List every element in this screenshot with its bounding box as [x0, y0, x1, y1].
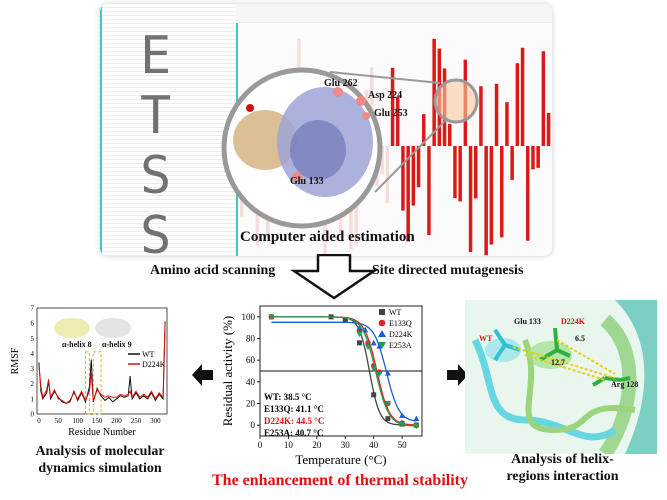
glu133-label: Glu 133: [514, 317, 541, 326]
helix9-label: α-helix 9: [102, 340, 132, 349]
data-point: [385, 416, 390, 421]
legend-label: WT: [389, 308, 402, 317]
down-arrow-icon: [290, 254, 380, 300]
x-tick-label: 0: [37, 417, 41, 425]
y-axis-label: Residual activity (%): [220, 316, 235, 426]
helix9-structure-icon: [95, 318, 131, 338]
x-tick-label: 150: [92, 417, 103, 425]
y-tick-label: 60: [246, 355, 256, 365]
y-tick-label: 0: [251, 420, 256, 430]
y-tick-label: 2: [31, 380, 35, 388]
x-axis-label: Residue Number: [68, 427, 136, 438]
helix8-structure-icon: [54, 318, 90, 338]
legend-label: WT: [142, 350, 155, 359]
site-directed-mutagenesis-label: Site directed mutagenesis: [372, 263, 523, 279]
x-tick-label: 10: [284, 440, 294, 450]
y-tick-label: 5: [31, 335, 35, 343]
legend-marker: [379, 309, 385, 315]
x-tick-label: 50: [398, 440, 408, 450]
data-point: [399, 412, 405, 418]
y-tick-label: 3: [31, 365, 35, 373]
amino-acid-scanning-label: Amino acid scanning: [150, 263, 275, 279]
x-tick-label: 250: [131, 417, 142, 425]
legend-marker: [378, 330, 386, 337]
y-tick-label: 20: [246, 399, 256, 409]
legend-marker: [379, 320, 386, 327]
helix-highlight-box: [86, 352, 90, 414]
highlight-circle: [435, 80, 477, 122]
x-tick-label: 30: [341, 440, 351, 450]
legend-label: D224K: [389, 330, 413, 339]
x-tick-label: 100: [72, 417, 83, 425]
y-tick-label: 4: [31, 350, 35, 358]
residue-label-glu253: Glu 253: [374, 108, 408, 119]
residue-label-glu262: Glu 262: [324, 78, 358, 89]
helix-highlight-box: [93, 352, 101, 414]
y-tick-label: 0: [31, 411, 35, 419]
graphical-abstract: E T S S Glu 262 Asp 224 Glu 253 Glu 133 …: [0, 0, 667, 500]
y-tick-label: 40: [246, 377, 256, 387]
x-tick-label: 200: [111, 417, 122, 425]
x-tick-label: 0: [258, 440, 263, 450]
y-tick-label: 1: [31, 395, 35, 403]
legend-label: E133Q: [389, 319, 412, 328]
legend-label: E253A: [389, 341, 412, 350]
thermal-stability-caption: The enhancement of thermal stability: [212, 472, 468, 490]
y-tick-label: 6: [31, 320, 35, 328]
computer-aided-caption: Computer aided estimation: [240, 229, 415, 246]
data-point: [371, 392, 376, 397]
legend-label: D224K: [142, 360, 166, 369]
residue-label-glu133: Glu 133: [290, 176, 324, 187]
md-simulation-caption: Analysis of molecular dynamics simulatio…: [30, 443, 170, 477]
x-tick-label: 50: [55, 417, 63, 425]
arg128-label: Arg 128: [611, 380, 638, 389]
protein-magnifier: [0, 0, 667, 260]
data-point: [371, 340, 377, 346]
x-tick-label: 300: [150, 417, 161, 425]
wt-label: WT: [479, 334, 492, 343]
thermal-stability-chart: 0 10 20 30 40 50 0 20 40 60 80 100 Temperature (°C) R…: [218, 298, 448, 473]
magnifier-line: [375, 118, 448, 192]
residue-label-asp224: Asp 224: [368, 90, 402, 101]
tm-e133q: E133Q: 41.1 °C: [264, 403, 324, 415]
y-axis-label: RMSF: [10, 347, 21, 374]
x-axis-label: Temperature (°C): [295, 452, 386, 467]
rmsf-chart: 0 50 100 150 200 250 300 0 1 2 3 4 5 6 7 Residue Number…: [0, 298, 200, 438]
d224k-label: D224K: [561, 317, 585, 326]
y-tick-label: 80: [246, 334, 256, 344]
y-tick-label: 100: [242, 312, 256, 322]
tm-values: WT: 38.5 °C E133Q: 41.1 °C D224K: 44.5 °…: [264, 391, 324, 439]
data-point: [413, 416, 419, 422]
y-tick-label: 7: [31, 305, 35, 313]
helix-interaction-caption: Analysis of helix-regions interaction: [505, 451, 620, 485]
distance-6-5: 6.5: [575, 334, 585, 343]
helix8-label: α-helix 8: [62, 340, 92, 349]
distance-12-7: 12.7: [551, 358, 565, 367]
x-tick-label: 20: [312, 440, 322, 450]
x-tick-label: 40: [369, 440, 379, 450]
left-arrow-icon: [192, 364, 214, 386]
tm-wt: WT: 38.5 °C: [264, 391, 324, 403]
tm-d224k: D224K: 44.5 °C: [264, 415, 324, 427]
data-point: [357, 340, 362, 345]
tm-e253a: E253A: 40.7 °C: [264, 427, 324, 439]
